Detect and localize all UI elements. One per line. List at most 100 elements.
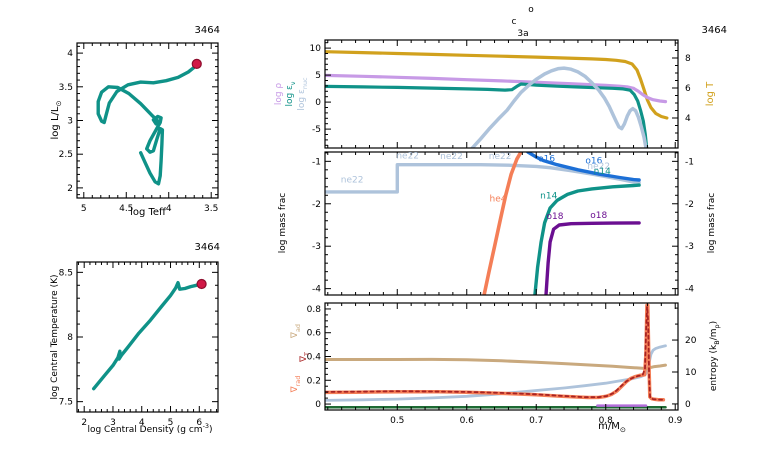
iso-label-ne22: ne22 <box>440 152 463 162</box>
y2-axis-title: log mass frac <box>707 193 717 253</box>
y-tick-label: 0.4 <box>307 353 322 363</box>
iso-label-ne22: ne22 <box>341 176 364 186</box>
x-tick-label: 4 <box>166 204 172 214</box>
x-tick-label: 3.5 <box>204 204 218 214</box>
y-tick-label: 8 <box>67 333 73 343</box>
y-tick-label: 2 <box>67 184 73 194</box>
x-tick-label: 0.7 <box>529 416 543 426</box>
y-tick-label: 8.5 <box>59 268 73 278</box>
x-tick-label: 4.5 <box>119 204 133 214</box>
series-log-rho <box>325 73 668 104</box>
y-tick-label: 7.5 <box>59 398 73 408</box>
y-tick-label: -3 <box>312 242 321 252</box>
iso-label-ne22: ne22 <box>396 151 419 161</box>
y-tick-label: 0.8 <box>307 305 322 315</box>
iso-label-o16: o16 <box>538 154 555 164</box>
y2-axis-title-log-T: log T <box>705 81 716 106</box>
y-axis-title-log-rho: log ρ <box>274 83 284 106</box>
y-axis-title-eps-nuc: log εnuc <box>297 77 309 111</box>
x-axis-title: log Teff <box>130 207 167 218</box>
y2-tick-label: -2 <box>685 200 694 210</box>
iso-label-o18: o18 <box>547 212 564 222</box>
y-tick-label: 2.5 <box>59 150 73 160</box>
y2-tick-label: -3 <box>685 242 694 252</box>
current-model-point <box>196 278 207 290</box>
burn-label-3a: 3a <box>517 29 528 39</box>
series-grad-rad <box>325 303 666 402</box>
x-tick-label: 5 <box>81 204 87 214</box>
x-tick-label: 5 <box>168 418 174 428</box>
iso-label-he4: he4 <box>490 195 507 205</box>
y-tick-label: 0.6 <box>307 329 322 339</box>
y2-tick-label: 0 <box>685 400 691 410</box>
series-central-conditions-track <box>91 281 204 391</box>
panel-central-t-rho: 2 3 4 5 6 7.5 8 8.5 3464 log Central Density (g c… <box>50 242 220 435</box>
model-number: 3464 <box>702 25 727 36</box>
y-axis-title-eps-nu: log εν <box>285 81 297 106</box>
series-o16 <box>526 152 641 182</box>
series-o18 <box>544 221 641 295</box>
x-tick-label: 0.8 <box>599 416 614 426</box>
y-axis-title: log Central Temperature (K) <box>50 274 60 399</box>
current-model-point <box>191 58 202 69</box>
iso-label-ne22: ne22 <box>489 152 512 162</box>
burn-label-o: o <box>528 5 534 15</box>
x-tick-label: 3 <box>110 418 116 428</box>
burn-label-c: c <box>512 17 517 27</box>
series-log-T <box>325 50 669 120</box>
iso-label-n14: n14 <box>594 167 611 177</box>
y2-tick-label: 10 <box>685 368 697 378</box>
iso-label-n14: n14 <box>540 192 557 202</box>
y2-tick-label: -4 <box>685 285 694 295</box>
y-tick-label: 10 <box>310 44 322 54</box>
model-number: 3464 <box>195 25 220 36</box>
y2-tick-label: -1 <box>685 157 694 167</box>
series-entropy <box>325 344 667 402</box>
y-tick-label: 3 <box>67 117 73 127</box>
y-tick-label: -1 <box>312 157 321 167</box>
y-axis-title: log mass frac <box>278 193 288 253</box>
x-tick-label: 2 <box>81 418 87 428</box>
x-axis-title: m/M⊙ <box>598 421 626 434</box>
iso-label-o16: o16 <box>585 156 602 166</box>
x-tick-label: 6 <box>196 418 202 428</box>
series-he4 <box>482 152 524 295</box>
y-axis-title: log L/L⊙ <box>50 101 63 140</box>
y-tick-label: 4 <box>67 49 73 59</box>
y2-tick-label: 4 <box>685 114 691 124</box>
y-tick-label: 0 <box>315 400 321 410</box>
y2-tick-label: 8 <box>685 54 691 64</box>
iso-label-o18: o18 <box>590 211 607 221</box>
y-tick-label: 0.2 <box>307 376 321 386</box>
grad-ad-label: ∇ad <box>290 324 302 339</box>
y2-tick-label: 6 <box>685 84 691 94</box>
y-tick-label: 0 <box>315 98 321 108</box>
series-hr-track <box>96 62 199 186</box>
model-number: 3464 <box>195 242 220 253</box>
x-tick-label: 4 <box>139 418 145 428</box>
y-tick-label: 3.5 <box>59 83 73 93</box>
x-axis-title: log Central Density (g cm-3) <box>87 422 212 435</box>
grad-T-label: ∇T <box>299 352 311 363</box>
iso-label-ne22: ne22 <box>587 162 610 172</box>
series-n14 <box>533 183 641 295</box>
axes-frame-profile-eps <box>324 39 679 149</box>
axes-frame-profile-abundances <box>324 151 679 296</box>
series-grad-T <box>325 305 664 401</box>
y2-tick-label: 20 <box>685 336 697 346</box>
y-tick-label: -5 <box>312 125 321 135</box>
panel-profile-gradients: 0.5 0.6 0.7 0.8 0.9 0.8 0.6 0.4 0.2 0 20 10 0 ∇ad ∇T ∇r… <box>290 302 721 434</box>
x-tick-label: 0.6 <box>460 416 475 426</box>
y2-axis-title-entropy: entropy (kB/mp) <box>709 321 721 391</box>
y-tick-label: -4 <box>312 285 321 295</box>
x-tick-label: 0.5 <box>390 416 404 426</box>
y-tick-label: -2 <box>312 200 321 210</box>
panel-hr-diagram: 5 4.5 4 3.5 2 2.5 3 3.5 4 3464 log Teff log L/L⊙ <box>50 25 220 218</box>
grad-rad-label: ∇rad <box>290 376 302 394</box>
series-log-eps-nuc <box>470 66 648 148</box>
series-log-eps-nu <box>325 82 649 148</box>
